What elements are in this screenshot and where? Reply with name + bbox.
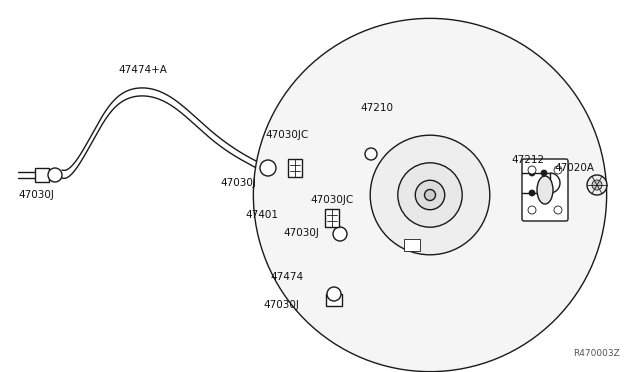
Ellipse shape [398, 163, 462, 227]
Text: 47212: 47212 [511, 155, 544, 165]
Ellipse shape [370, 135, 490, 255]
Circle shape [587, 175, 607, 195]
Text: 47474: 47474 [270, 272, 303, 282]
Ellipse shape [537, 176, 553, 204]
Circle shape [554, 206, 562, 214]
Circle shape [554, 166, 562, 174]
Ellipse shape [415, 180, 445, 210]
Text: 47030J: 47030J [283, 228, 319, 238]
Text: 47474+A: 47474+A [118, 65, 167, 75]
Circle shape [260, 160, 276, 176]
Circle shape [333, 227, 347, 241]
Circle shape [529, 170, 535, 176]
Ellipse shape [338, 103, 522, 287]
Circle shape [365, 148, 377, 160]
Text: 47401: 47401 [245, 210, 278, 220]
Text: 47030J: 47030J [263, 300, 299, 310]
Text: R470003Z: R470003Z [573, 349, 620, 358]
Text: 47030JC: 47030JC [265, 130, 308, 140]
Text: 47030J: 47030J [220, 178, 256, 188]
Circle shape [528, 206, 536, 214]
Text: 47210: 47210 [360, 103, 393, 113]
Bar [288, 159, 302, 177]
Circle shape [541, 170, 547, 176]
Circle shape [592, 180, 602, 190]
Bar [326, 294, 342, 306]
Bar [35, 168, 49, 182]
Bar [325, 209, 339, 227]
Text: 47020A: 47020A [554, 163, 594, 173]
Text: 47030J: 47030J [18, 190, 54, 200]
Circle shape [529, 190, 535, 196]
Ellipse shape [253, 18, 607, 372]
Circle shape [48, 168, 62, 182]
FancyBboxPatch shape [522, 159, 568, 221]
Ellipse shape [424, 189, 435, 201]
Circle shape [528, 166, 536, 174]
Text: 47030JC: 47030JC [310, 195, 353, 205]
Circle shape [327, 287, 341, 301]
Bar [404, 239, 420, 251]
